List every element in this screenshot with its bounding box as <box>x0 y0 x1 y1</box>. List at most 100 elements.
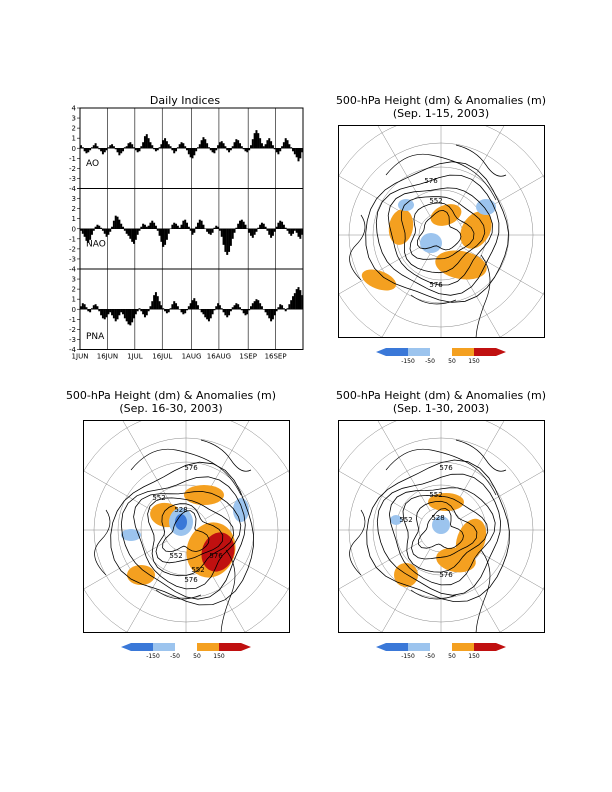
bar <box>111 144 114 149</box>
bar <box>271 309 274 320</box>
bar <box>180 142 183 149</box>
y-tick-label: -4 <box>69 185 77 193</box>
anomaly-shading <box>398 199 414 211</box>
bar <box>217 303 220 310</box>
legend-swatch <box>474 348 496 356</box>
bar <box>187 148 190 155</box>
bar <box>80 145 82 149</box>
bar <box>268 309 271 319</box>
bar <box>193 298 196 310</box>
height-contour <box>162 510 210 553</box>
bar <box>109 309 112 313</box>
coastline <box>94 509 111 576</box>
bar <box>248 148 251 151</box>
bar <box>189 303 192 310</box>
bar <box>138 228 141 231</box>
legend-label: 50 <box>193 653 201 659</box>
meridian-line <box>339 175 423 225</box>
bar <box>120 148 123 154</box>
bar <box>189 148 192 158</box>
bar <box>125 309 128 322</box>
bar <box>292 148 295 152</box>
bar <box>202 137 205 149</box>
bar <box>262 223 265 229</box>
bar <box>301 295 304 310</box>
bar <box>112 309 115 319</box>
bar <box>122 309 125 315</box>
bar <box>127 228 130 236</box>
meridian-line <box>196 421 250 512</box>
index-panel-ao: 4 3 2 1 0 -1 -2 -3 -4 AO <box>69 105 304 193</box>
bar <box>242 148 245 150</box>
bar <box>182 143 185 149</box>
bar <box>186 309 188 311</box>
bar <box>217 226 220 229</box>
bar <box>127 143 130 149</box>
bar <box>222 228 225 245</box>
bar <box>292 296 295 310</box>
bar <box>200 309 203 313</box>
height-contour <box>376 473 502 596</box>
bar <box>191 148 194 159</box>
bar <box>184 219 187 229</box>
bar <box>162 308 165 310</box>
legend-swatch <box>386 643 408 651</box>
bar <box>107 309 110 315</box>
bar <box>160 228 163 242</box>
bar <box>271 228 274 236</box>
bar <box>136 228 139 235</box>
bar <box>297 287 300 310</box>
legend-arrow-negative <box>376 348 386 356</box>
bar <box>275 309 278 312</box>
bar <box>268 228 271 235</box>
meridian-line <box>451 421 505 512</box>
y-tick-label: -3 <box>69 175 76 183</box>
bar <box>151 301 154 310</box>
x-tick-label: 1JUN <box>72 353 89 361</box>
bar <box>220 141 223 149</box>
bar <box>96 306 99 310</box>
bar <box>94 143 97 149</box>
y-tick-label: 1 <box>72 135 76 143</box>
bar <box>154 225 157 229</box>
bar <box>112 220 115 229</box>
x-tick-label: 1SEP <box>239 353 257 361</box>
bar <box>218 305 221 310</box>
bar <box>147 138 150 149</box>
bar <box>151 145 154 149</box>
bar <box>186 222 188 229</box>
bar <box>160 305 163 310</box>
bar <box>275 226 278 229</box>
height-contour <box>147 497 235 577</box>
height-contour <box>416 209 462 251</box>
bar <box>158 228 161 236</box>
bar <box>87 309 90 312</box>
height-contour <box>400 196 486 274</box>
bar <box>262 146 265 149</box>
bar <box>122 226 125 229</box>
map3-color-legend: -150 -50 50 150 <box>376 643 506 659</box>
bar <box>286 140 289 149</box>
legend-label: -50 <box>170 653 180 659</box>
bar <box>198 219 201 229</box>
bar <box>244 148 247 152</box>
anomaly-shading <box>175 514 187 530</box>
bar <box>248 309 251 311</box>
bar <box>103 309 106 320</box>
bar <box>222 309 225 313</box>
bar <box>288 304 291 310</box>
bar <box>242 309 245 314</box>
bar <box>213 309 216 311</box>
x-tick-label: 16AUG <box>207 353 231 361</box>
height-contour <box>402 494 489 573</box>
bar <box>98 225 101 229</box>
contour-label: 552 <box>429 491 442 499</box>
bar <box>233 142 236 149</box>
bar <box>111 309 114 316</box>
bar <box>286 228 289 231</box>
bar <box>186 148 188 151</box>
bar <box>288 228 291 234</box>
bar <box>284 138 287 149</box>
legend-swatch <box>430 348 452 356</box>
bar <box>239 307 242 310</box>
